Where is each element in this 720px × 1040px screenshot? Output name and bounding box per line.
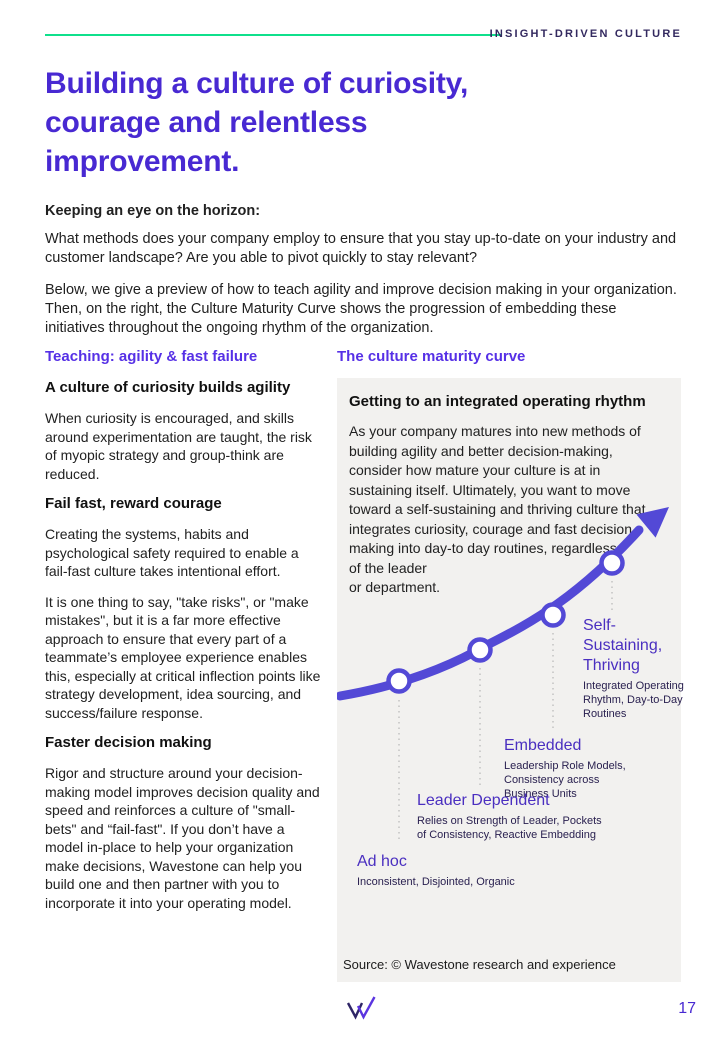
node-self-sustaining xyxy=(599,550,625,576)
maturity-curve-diagram xyxy=(337,507,669,843)
stage-embedded: Embedded Leadership Role Models, Consist… xyxy=(504,736,644,801)
left-subheading-decision: Faster decision making xyxy=(45,734,212,751)
node-ad-hoc xyxy=(386,668,412,694)
stage-title: Ad hoc xyxy=(357,853,407,870)
stage-title: Embedded xyxy=(504,737,582,754)
left-subheading-curiosity: A culture of curiosity builds agility xyxy=(45,379,291,396)
intro-section: Keeping an eye on the horizon: What meth… xyxy=(45,202,677,351)
stage-leader-dependent: Leader Dependent Relies on Strength of L… xyxy=(417,791,609,842)
left-subheading-fail-fast: Fail fast, reward courage xyxy=(45,495,222,512)
source-note: Source: © Wavestone research and experie… xyxy=(343,957,616,972)
page-title: Building a culture of curiosity, courage… xyxy=(45,64,665,181)
stage-title: Self-Sustaining, Thriving xyxy=(583,617,663,674)
stage-self-sustaining: Self-Sustaining, Thriving Integrated Ope… xyxy=(583,616,689,721)
header-rule xyxy=(45,34,501,36)
node-leader-dependent xyxy=(467,637,493,663)
stage-desc: Integrated Operating Rhythm, Day-to-Day … xyxy=(583,680,684,720)
wavestone-logo-icon xyxy=(346,995,376,1027)
intro-paragraph-1: What methods does your company employ to… xyxy=(45,231,677,266)
left-paragraph-fail-fast-1: Creating the systems, habits and psychol… xyxy=(45,526,299,579)
page-title-line: Building a culture of curiosity, xyxy=(45,67,469,100)
stage-ad-hoc: Ad hoc Inconsistent, Disjointed, Organic xyxy=(357,852,517,889)
section-tag: INSIGHT-DRIVEN CULTURE xyxy=(489,28,682,40)
page-title-line: courage and relentless xyxy=(45,106,368,139)
node-embedded xyxy=(540,602,566,628)
arrowhead-icon xyxy=(636,507,669,538)
left-paragraph-decision: Rigor and structure around your decision… xyxy=(45,765,320,911)
left-column: Teaching: agility & fast failure A cultu… xyxy=(45,348,323,924)
intro-paragraph-2: Below, we give a preview of how to teach… xyxy=(45,282,677,336)
stage-desc: Inconsistent, Disjointed, Organic xyxy=(357,876,515,888)
stage-desc: Leadership Role Models, Consistency acro… xyxy=(504,760,626,800)
left-paragraph-fail-fast-2: It is one thing to say, "take risks", or… xyxy=(45,593,321,721)
page-title-line: improvement. xyxy=(45,145,240,178)
page-number: 17 xyxy=(678,1000,696,1017)
left-column-header: Teaching: agility & fast failure xyxy=(45,348,258,365)
left-paragraph-curiosity: When curiosity is encouraged, and skills… xyxy=(45,410,312,482)
panel-title: Getting to an integrated operating rhyth… xyxy=(349,393,646,410)
stage-desc: Relies on Strength of Leader, Pockets of… xyxy=(417,815,602,841)
maturity-curve-panel: Getting to an integrated operating rhyth… xyxy=(337,378,684,982)
intro-heading: Keeping an eye on the horizon: xyxy=(45,203,261,219)
right-column-header: The culture maturity curve xyxy=(337,348,526,365)
stage-title: Leader Dependent xyxy=(417,792,550,809)
panel-body: As your company matures into new methods… xyxy=(349,423,646,595)
